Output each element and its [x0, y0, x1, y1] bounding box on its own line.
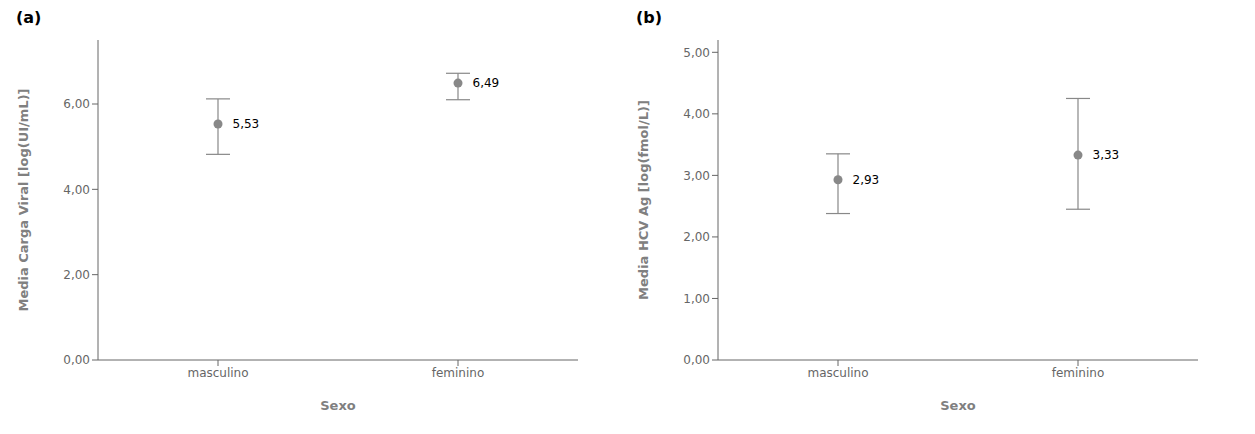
svg-text:2,00: 2,00 — [683, 230, 710, 244]
svg-text:5,00: 5,00 — [683, 46, 710, 60]
svg-text:4,00: 4,00 — [63, 183, 90, 197]
svg-text:6,49: 6,49 — [473, 76, 500, 90]
html-text:(a): (a) — [16, 8, 42, 27]
svg-text:Sexo: Sexo — [320, 398, 356, 413]
svg-text:masculino: masculino — [187, 366, 248, 380]
svg-text:masculino: masculino — [807, 366, 868, 380]
svg-text:feminino: feminino — [432, 366, 485, 380]
svg-text:feminino: feminino — [1052, 366, 1105, 380]
svg-text:1,00: 1,00 — [683, 292, 710, 306]
svg-text:4,00: 4,00 — [683, 107, 710, 121]
svg-text:5,53: 5,53 — [233, 117, 260, 131]
svg-text:Media HCV Ag [log(fmol/L)]: Media HCV Ag [log(fmol/L)] — [636, 100, 651, 300]
svg-text:3,33: 3,33 — [1093, 148, 1120, 162]
svg-text:2,00: 2,00 — [63, 268, 90, 282]
svg-text:6,00: 6,00 — [63, 97, 90, 111]
svg-text:0,00: 0,00 — [683, 353, 710, 367]
svg-text:Media Carga Viral [log(UI/mL)]: Media Carga Viral [log(UI/mL)] — [16, 88, 31, 311]
html-text:(b): (b) — [636, 8, 663, 27]
svg-text:Sexo: Sexo — [940, 398, 976, 413]
svg-text:0,00: 0,00 — [63, 353, 90, 367]
svg-text:3,00: 3,00 — [683, 169, 710, 183]
svg-text:2,93: 2,93 — [853, 173, 880, 187]
